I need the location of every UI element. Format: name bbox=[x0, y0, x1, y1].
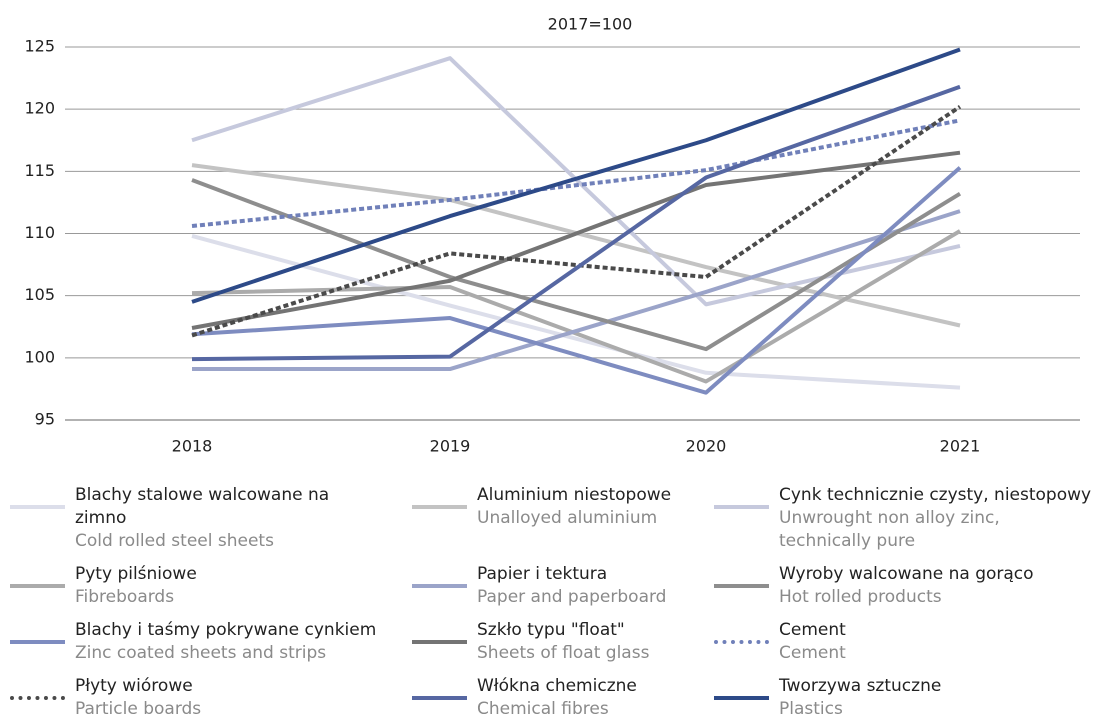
legend-label-en: Sheets of float glass bbox=[477, 643, 650, 663]
legend-label-en: Hot rolled products bbox=[779, 587, 942, 607]
y-tick-label: 125 bbox=[24, 37, 55, 56]
legend-label: Cement bbox=[779, 620, 846, 640]
legend-label-en: Cement bbox=[779, 643, 846, 663]
legend-item: Cynk technicznie czysty, niestopowy Unwro… bbox=[704, 484, 1103, 553]
legend-label-en: Particle boards bbox=[75, 699, 202, 719]
y-tick-label: 110 bbox=[24, 223, 55, 242]
legend-swatch bbox=[412, 640, 467, 644]
series-line bbox=[191, 229, 962, 384]
series-line bbox=[191, 118, 961, 229]
legend-label-en: Plastics bbox=[779, 699, 843, 719]
legend-swatch bbox=[10, 696, 65, 700]
legend-swatch bbox=[714, 584, 769, 588]
legend-swatch bbox=[10, 584, 65, 588]
legend-swatch bbox=[412, 584, 467, 588]
legend-item: Tworzywa sztuczne Plastics bbox=[704, 675, 1103, 721]
legend-swatch bbox=[714, 696, 769, 700]
legend-label: Cynk technicznie czysty, niestopowy bbox=[779, 485, 1092, 505]
legend-item: Papier i tektura Paper and paperboard bbox=[402, 563, 704, 609]
series-line bbox=[191, 105, 962, 338]
legend-label-en: Zinc coated sheets and strips bbox=[75, 643, 327, 663]
legend-label: Włókna chemiczne bbox=[477, 676, 637, 696]
y-tick-label: 115 bbox=[24, 161, 55, 180]
y-tick-label: 100 bbox=[24, 347, 55, 366]
y-tick-label: 105 bbox=[24, 285, 55, 304]
x-tick-label: 2018 bbox=[172, 437, 213, 456]
series-line bbox=[191, 178, 962, 352]
legend-item: Płyty wiórowe Particle boards bbox=[0, 675, 402, 721]
x-tick-label: 2019 bbox=[430, 437, 471, 456]
legend-item: Wyroby walcowane na gorąco Hot rolled pro… bbox=[704, 563, 1103, 609]
legend-item: Aluminium niestopowe Unalloyed aluminium bbox=[402, 484, 704, 553]
legend-item: Blachy i taśmy pokrywane cynkiem Zinc coa… bbox=[0, 619, 402, 665]
legend: Blachy stalowe walcowane na zimno Cold ro… bbox=[0, 484, 1103, 721]
series-line bbox=[191, 56, 961, 307]
series-line bbox=[191, 47, 961, 304]
series-line bbox=[191, 150, 961, 330]
legend-label-en: Unalloyed aluminium bbox=[477, 508, 658, 528]
legend-label: Aluminium niestopowe bbox=[477, 485, 672, 505]
legend-label: Wyroby walcowane na gorąco bbox=[779, 564, 1034, 584]
legend-item: Blachy stalowe walcowane na zimno Cold ro… bbox=[0, 484, 402, 553]
legend-item: Szkło typu "float" Sheets of float glass bbox=[402, 619, 704, 665]
legend-label-en: Fibreboards bbox=[75, 587, 175, 607]
legend-swatch bbox=[714, 640, 769, 644]
x-tick-label: 2021 bbox=[940, 437, 981, 456]
legend-swatch bbox=[714, 505, 769, 509]
legend-swatch bbox=[412, 505, 467, 509]
legend-swatch bbox=[10, 640, 65, 644]
series-line bbox=[191, 166, 962, 395]
legend-item: Pyty pilśniowe Fibreboards bbox=[0, 563, 402, 609]
legend-label: Pyty pilśniowe bbox=[75, 564, 197, 584]
legend-item: Cement Cement bbox=[704, 619, 1103, 665]
series-line bbox=[191, 234, 961, 390]
legend-label: Szkło typu "float" bbox=[477, 620, 625, 640]
series-line bbox=[191, 84, 961, 362]
legend-label: Tworzywa sztuczne bbox=[779, 676, 942, 696]
legend-label: Blachy i taśmy pokrywane cynkiem bbox=[75, 620, 377, 640]
x-tick-label: 2020 bbox=[686, 437, 727, 456]
legend-swatch bbox=[10, 505, 65, 509]
legend-item: Włókna chemiczne Chemical fibres bbox=[402, 675, 704, 721]
legend-label-en: Paper and paperboard bbox=[477, 587, 667, 607]
chart: 2017=100 95 100 105 110 115 120 125 2018 2019 202… bbox=[24, 15, 1080, 456]
legend-label-en: Cold rolled steel sheets bbox=[75, 531, 274, 551]
legend-label-en: Chemical fibres bbox=[477, 699, 609, 719]
legend-label-en: Unwrought non alloy zinc, technically pu… bbox=[779, 508, 1000, 551]
legend-label: Płyty wiórowe bbox=[75, 676, 193, 696]
legend-label: Papier i tektura bbox=[477, 564, 608, 584]
legend-swatch bbox=[412, 696, 467, 700]
legend-label: Blachy stalowe walcowane na zimno bbox=[75, 485, 330, 528]
series-line bbox=[192, 209, 961, 372]
y-tick-label: 95 bbox=[35, 410, 55, 429]
y-tick-label: 120 bbox=[24, 99, 55, 118]
chart-title: 2017=100 bbox=[548, 15, 633, 34]
